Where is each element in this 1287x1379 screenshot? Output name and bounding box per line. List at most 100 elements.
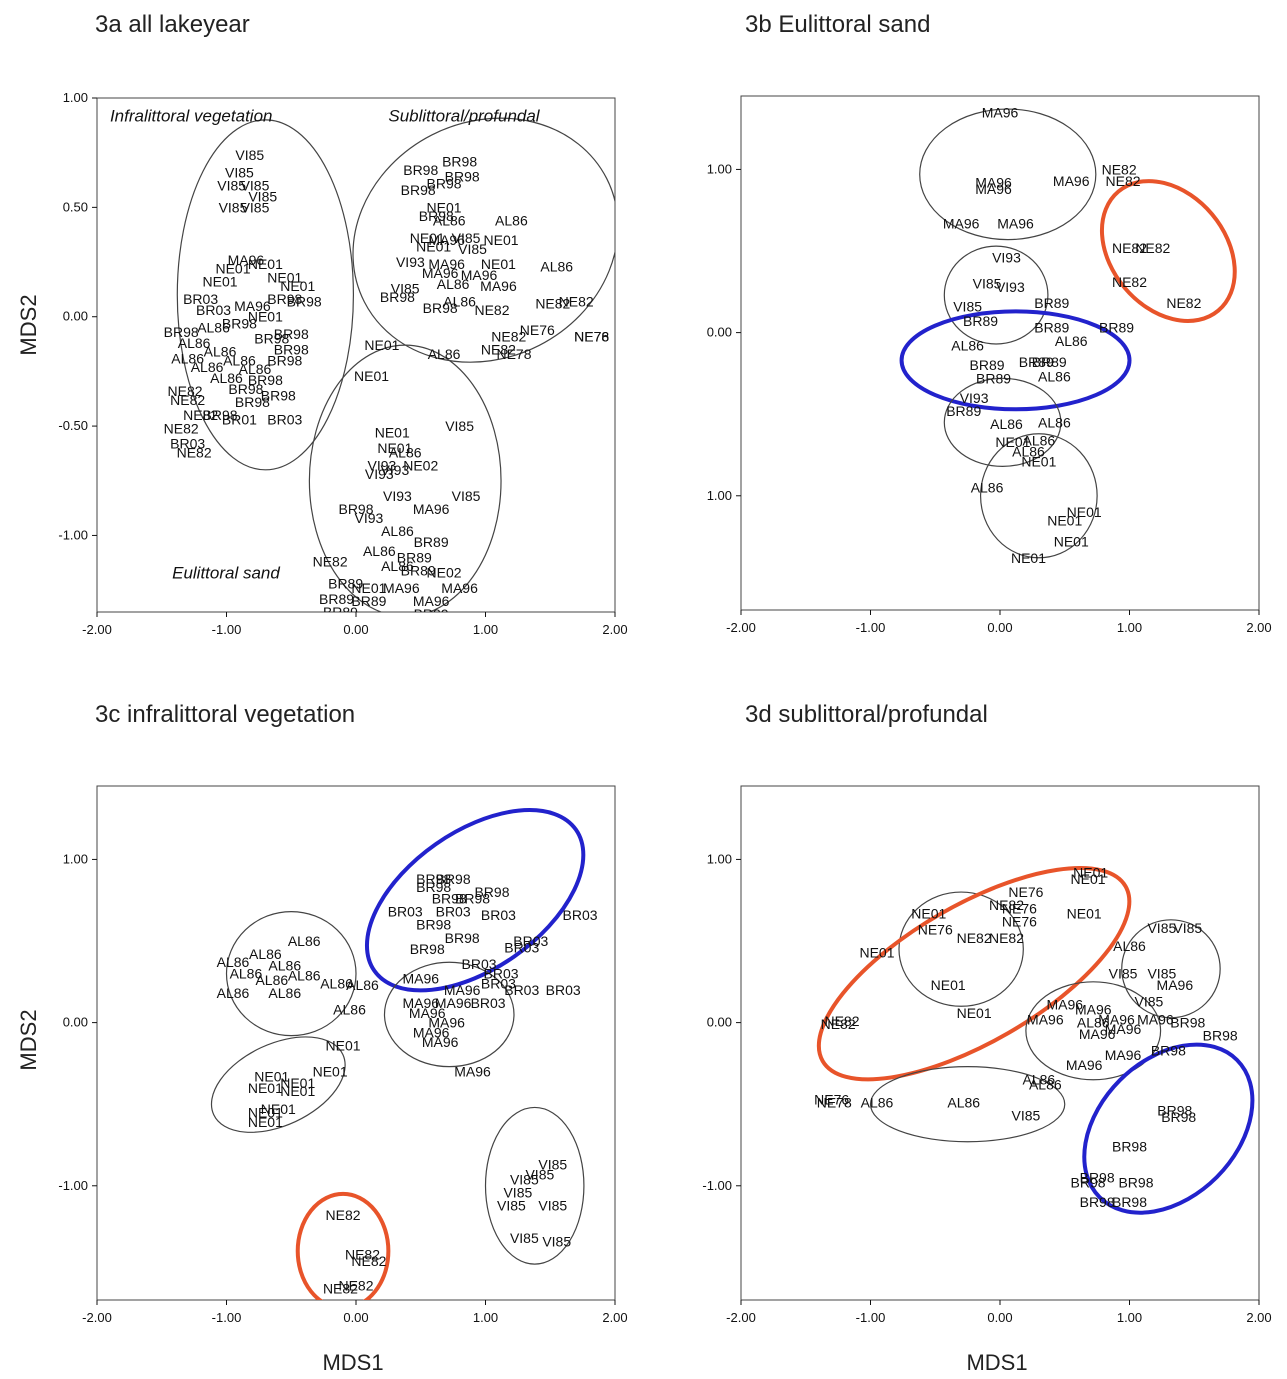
- point-label: BR89: [328, 576, 363, 592]
- point-label: BR01: [222, 412, 257, 428]
- point-label: MA96: [1105, 1047, 1142, 1063]
- x-tick-label: -2.00: [726, 1310, 756, 1325]
- group-ellipse: [176, 119, 355, 471]
- point-label: AL86: [363, 543, 396, 559]
- point-label: AL86: [223, 352, 256, 368]
- point-label: NE76: [520, 322, 555, 338]
- point-label: NE01: [280, 1075, 315, 1091]
- point-label: BR98: [267, 352, 302, 368]
- point-label: BR98: [419, 208, 454, 224]
- point-label: NE82: [481, 342, 516, 358]
- point-label: BR89: [1099, 320, 1134, 336]
- point-label: AL86: [433, 212, 466, 228]
- panel-title: 3d sublittoral/profundal: [745, 701, 988, 728]
- point-label: AL86: [389, 444, 422, 460]
- point-label: NE01: [484, 232, 519, 248]
- point-label: NE78: [496, 346, 531, 362]
- point-label: NE82: [957, 930, 992, 946]
- point-label: BR89: [1034, 295, 1069, 311]
- x-tick-label: -1.00: [212, 622, 242, 637]
- point-label: AL86: [333, 1002, 366, 1018]
- point-label: MA96: [1105, 1021, 1142, 1037]
- point-label: NE76: [1002, 900, 1037, 916]
- point-label: MA96: [1053, 173, 1090, 189]
- point-label: BR03: [563, 907, 598, 923]
- point-label: AL86: [381, 523, 414, 539]
- x-axis-title: MDS1: [322, 1350, 383, 1375]
- group-ellipse: [225, 911, 357, 1037]
- point-label: MA96: [383, 580, 420, 596]
- point-label: VI85: [1147, 966, 1176, 982]
- group-ellipse: [816, 865, 1132, 1082]
- point-label: AL86: [947, 1095, 980, 1111]
- point-label: NE01: [326, 1037, 361, 1053]
- plot-area: -2.00 -1.00 0.00 1.00 2.00 1.00 0.00 1.00 MA96 NE…: [707, 95, 1272, 635]
- group-ellipse: [919, 108, 1097, 241]
- point-label: NE82: [313, 554, 348, 570]
- group-ellipse: [943, 245, 1049, 345]
- point-label: MA96: [402, 971, 439, 987]
- point-label: VI93: [355, 510, 384, 526]
- panel-title: 3b Eulittoral sand: [745, 11, 930, 38]
- point-label: BR98: [1080, 1170, 1115, 1186]
- point-label: MA96: [422, 1034, 459, 1050]
- point-label: AL86: [320, 975, 353, 991]
- point-label: AL86: [951, 338, 984, 354]
- point-label: MA96: [454, 1064, 491, 1080]
- point-label: BR03: [462, 956, 497, 972]
- x-tick-label: 0.00: [343, 1310, 368, 1325]
- y-tick-label: -1.00: [58, 1178, 88, 1193]
- group-ellipse: [869, 1066, 1066, 1143]
- point-label: BR98: [267, 291, 302, 307]
- point-label: MA96: [413, 593, 450, 609]
- point-label: NE82: [1106, 173, 1141, 189]
- point-label: NE01: [280, 1083, 315, 1099]
- point-label: BR98: [427, 175, 462, 191]
- point-label: NE01: [377, 440, 412, 456]
- point-label: NE02: [403, 457, 438, 473]
- plot-area: -2.00 -1.00 0.00 1.00 2.001.000.00-1.00NE01N…: [702, 785, 1272, 1325]
- y-tick-label: 0.50: [63, 199, 88, 214]
- point-label: MA96: [997, 215, 1034, 231]
- point-label: BR89: [1019, 354, 1054, 370]
- point-label: AL86: [1022, 432, 1055, 448]
- point-label: NE01: [267, 269, 302, 285]
- point-label: BR03: [546, 982, 581, 998]
- point-label: MA96: [943, 215, 980, 231]
- point-label: BR89: [1034, 320, 1069, 336]
- point-label: VI93: [992, 250, 1021, 266]
- x-tick-label: 2.00: [602, 1310, 627, 1325]
- group-ellipse: [1025, 981, 1162, 1081]
- point-label: NE78: [574, 328, 609, 344]
- point-label: BR98: [222, 315, 257, 331]
- y-axis-title: MDS2: [16, 1009, 41, 1070]
- point-label: BR98: [1112, 1194, 1147, 1210]
- point-label: AL86: [990, 416, 1023, 432]
- point-label: NE01: [859, 944, 894, 960]
- group-ellipse: [352, 117, 615, 363]
- point-label: MA96: [234, 298, 271, 314]
- point-label: AL86: [381, 558, 414, 574]
- point-label: MA96: [1157, 977, 1194, 993]
- group-ellipse: [899, 309, 1132, 412]
- point-label: NE78: [817, 1095, 852, 1111]
- point-label: NE01: [375, 425, 410, 441]
- panel-title: 3a all lakeyear: [95, 11, 250, 38]
- panel-3c: 3c infralittoral vegetation MDS2 MDS1 -2…: [16, 701, 628, 1375]
- point-label: AL86: [288, 933, 321, 949]
- point-label: AL86: [178, 335, 211, 351]
- point-label: VI85: [452, 488, 481, 504]
- point-label: VI85: [391, 280, 420, 296]
- point-label: VI85: [1173, 920, 1202, 936]
- point-label: BR03: [481, 907, 516, 923]
- point-label: BR89: [371, 608, 406, 624]
- point-label: VI85: [503, 1184, 532, 1200]
- group-ellipse: [1099, 179, 1237, 323]
- point-label: MA96: [1079, 1026, 1116, 1042]
- y-tick-label: 0.00: [63, 1015, 88, 1030]
- point-label: BR03: [183, 291, 218, 307]
- point-label: NE82: [821, 1016, 856, 1032]
- point-label: NE01: [351, 580, 386, 596]
- point-label: MA96: [982, 104, 1019, 120]
